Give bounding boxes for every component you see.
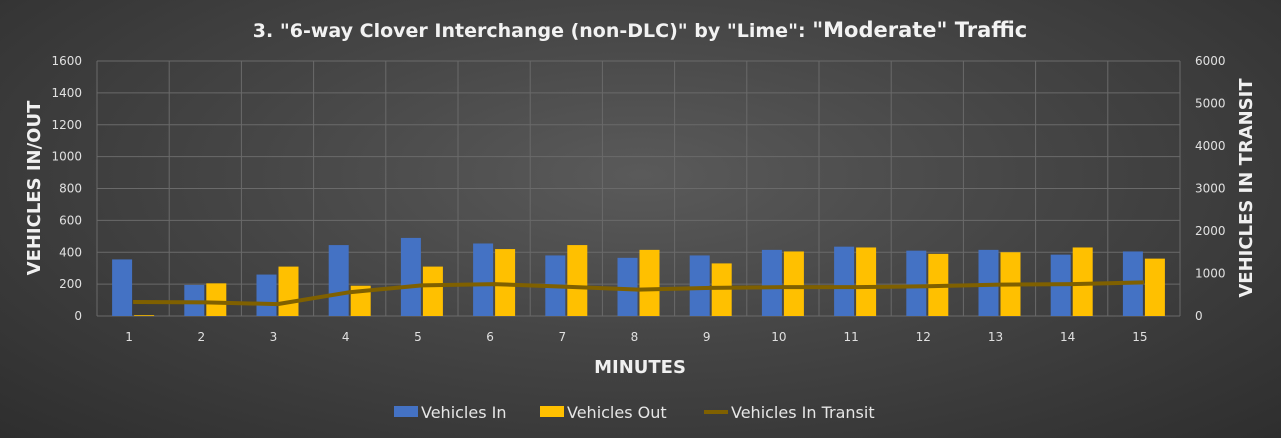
y-tick-label: 1600 — [51, 54, 82, 68]
right-axis-ticks: 0 1000 2000 3000 4000 5000 6000 — [1195, 54, 1226, 323]
bar-vehicles-out — [856, 247, 877, 316]
y2-tick-label: 0 — [1195, 309, 1203, 323]
x-tick-label: 11 — [843, 330, 858, 344]
bar-vehicles-in — [112, 259, 133, 316]
left-axis-ticks: 0 200 400 600 800 1000 1200 1400 1600 — [51, 54, 82, 323]
y-tick-label: 200 — [59, 277, 82, 291]
bar-vehicles-in — [761, 249, 782, 316]
x-tick-label: 2 — [197, 330, 205, 344]
bars — [112, 237, 1165, 316]
line-vehicles-in-transit — [133, 280, 1144, 307]
y-tick-label: 1400 — [51, 86, 82, 100]
y2-axis-title: VEHICLES IN TRANSIT — [1236, 78, 1257, 298]
x-tick-label: 8 — [631, 330, 639, 344]
x-tick-label: 6 — [486, 330, 494, 344]
x-tick-label: 13 — [988, 330, 1003, 344]
y-tick-label: 600 — [59, 213, 82, 227]
x-tick-label: 14 — [1060, 330, 1075, 344]
x-axis-ticks: 1 2 3 4 5 6 7 8 9 10 11 12 13 14 15 — [125, 330, 1147, 344]
bar-vehicles-in — [256, 274, 277, 316]
bar-vehicles-out — [278, 266, 299, 316]
x-tick-label: 4 — [342, 330, 350, 344]
legend: Vehicles In Vehicles Out Vehicles In Tra… — [394, 403, 875, 422]
x-tick-label: 1 — [125, 330, 133, 344]
bar-vehicles-out — [1072, 247, 1093, 316]
bar-vehicles-out — [206, 283, 227, 316]
chart-title: 3. "6-way Clover Interchange (non-DLC)" … — [253, 18, 1027, 42]
x-tick-label: 5 — [414, 330, 422, 344]
x-tick-label: 9 — [703, 330, 711, 344]
bar-vehicles-in — [328, 245, 349, 316]
legend-swatch-vehicles-out — [540, 406, 564, 417]
bar-vehicles-out — [134, 315, 155, 316]
transit-line — [133, 280, 1144, 307]
legend-label-vehicles-in: Vehicles In — [421, 403, 507, 422]
y-tick-label: 1200 — [51, 118, 82, 132]
y-tick-label: 1000 — [51, 150, 82, 164]
y-tick-label: 800 — [59, 182, 82, 196]
x-tick-label: 7 — [558, 330, 566, 344]
y2-tick-label: 5000 — [1195, 97, 1226, 111]
bar-vehicles-out — [1144, 258, 1165, 316]
legend-label-vehicles-in-transit: Vehicles In Transit — [731, 403, 875, 422]
bar-vehicles-out — [422, 266, 443, 316]
y2-tick-label: 4000 — [1195, 139, 1226, 153]
y2-tick-label: 1000 — [1195, 267, 1226, 281]
bar-vehicles-in — [906, 250, 927, 316]
y-tick-label: 0 — [74, 309, 82, 323]
bar-vehicles-in — [834, 246, 855, 316]
bar-vehicles-in — [400, 237, 421, 316]
legend-swatch-vehicles-in — [394, 406, 418, 417]
legend-label-vehicles-out: Vehicles Out — [567, 403, 667, 422]
y2-tick-label: 2000 — [1195, 224, 1226, 238]
x-tick-label: 3 — [270, 330, 278, 344]
x-tick-label: 15 — [1132, 330, 1147, 344]
chart-title-emphasis: "Moderate" Traffic — [812, 18, 1027, 42]
x-tick-label: 12 — [916, 330, 931, 344]
bar-vehicles-in — [617, 257, 638, 316]
gridlines — [96, 60, 1181, 317]
bar-vehicles-in — [689, 255, 710, 316]
bar-vehicles-in — [473, 243, 494, 316]
y-tick-label: 400 — [59, 245, 82, 259]
bar-vehicles-out — [567, 245, 588, 316]
x-axis-title: MINUTES — [594, 357, 686, 378]
x-tick-label: 10 — [771, 330, 786, 344]
y2-tick-label: 3000 — [1195, 182, 1226, 196]
y2-tick-label: 6000 — [1195, 54, 1226, 68]
chart-title-main: 3. "6-way Clover Interchange (non-DLC)" … — [253, 20, 812, 42]
bar-vehicles-out — [639, 249, 660, 316]
y-axis-title: VEHICLES IN/OUT — [24, 100, 45, 275]
bar-vehicles-out — [783, 251, 804, 316]
